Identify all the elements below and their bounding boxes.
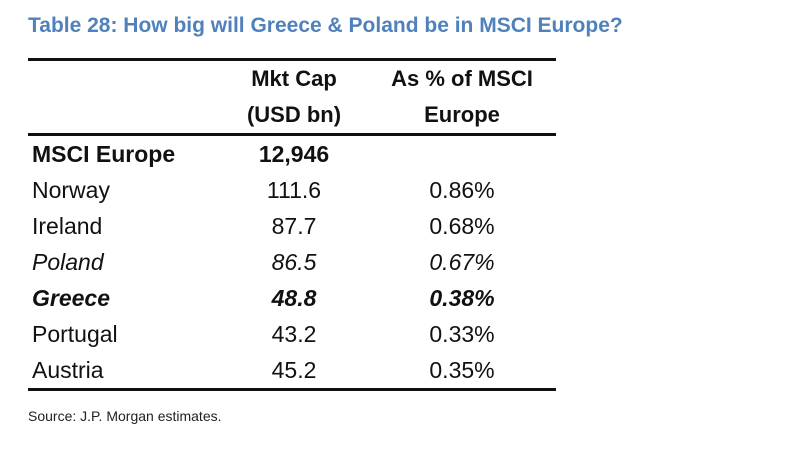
table-row-poland: Poland 86.5 0.67% — [28, 244, 556, 280]
row-mkt-cap: 87.7 — [271, 213, 317, 239]
table-row-greece: Greece 48.8 0.38% — [28, 280, 556, 316]
header-mkt-cap-line1: Mkt Cap — [220, 58, 368, 97]
row-label: Austria — [28, 352, 220, 391]
row-pct: 0.38% — [429, 285, 495, 311]
row-mkt-cap: 12,946 — [258, 141, 330, 167]
row-mkt-cap: 45.2 — [220, 352, 368, 391]
row-mkt-cap: 48.8 — [271, 285, 317, 311]
row-label: MSCI Europe — [32, 141, 176, 167]
row-pct: 0.33% — [429, 321, 495, 347]
header-country — [28, 58, 220, 97]
table-row-ireland: Ireland 87.7 0.68% — [28, 208, 556, 244]
row-label: Greece — [32, 285, 111, 311]
row-label: Portugal — [32, 321, 118, 347]
row-label: Norway — [32, 177, 110, 203]
header-empty — [28, 97, 220, 136]
header-row-2: (USD bn) Europe — [28, 97, 556, 136]
header-pct-line2: Europe — [368, 97, 556, 136]
row-label: Ireland — [32, 213, 103, 239]
row-pct: 0.86% — [429, 177, 495, 203]
row-pct — [368, 135, 556, 173]
row-label: Poland — [32, 249, 104, 275]
row-pct: 0.67% — [429, 249, 495, 275]
row-mkt-cap: 86.5 — [271, 249, 317, 275]
header-pct-line1: As % of MSCI — [368, 58, 556, 97]
row-pct: 0.35% — [368, 352, 556, 391]
msci-europe-table: Mkt Cap As % of MSCI (USD bn) Europe MSC… — [28, 58, 556, 391]
header-mkt-cap-line2: (USD bn) — [220, 97, 368, 136]
table-title: Table 28: How big will Greece & Poland b… — [28, 14, 623, 37]
table-row-norway: Norway 111.6 0.86% — [28, 172, 556, 208]
header-row-1: Mkt Cap As % of MSCI — [28, 58, 556, 97]
source-note: Source: J.P. Morgan estimates. — [28, 408, 222, 424]
table-row-msci-europe: MSCI Europe 12,946 — [28, 135, 556, 173]
row-pct: 0.68% — [429, 213, 495, 239]
row-mkt-cap: 43.2 — [271, 321, 317, 347]
table-row-austria: Austria 45.2 0.35% — [28, 352, 556, 391]
row-mkt-cap: 111.6 — [266, 177, 322, 203]
table-row-portugal: Portugal 43.2 0.33% — [28, 316, 556, 352]
